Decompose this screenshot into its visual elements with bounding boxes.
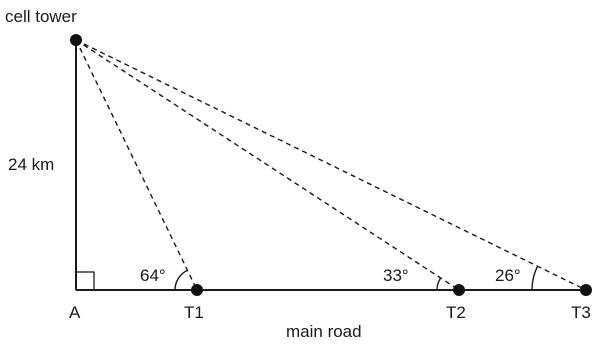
cell-tower-point (70, 34, 82, 46)
point-t3-label: T3 (571, 303, 591, 322)
sight-line-t2 (75, 39, 460, 291)
height-label: 24 km (8, 155, 54, 174)
angle-t1-label: 64° (140, 266, 166, 285)
angle-arc-t2 (436, 277, 442, 291)
point-t2-label: T2 (446, 303, 466, 322)
sight-line-t1 (75, 39, 198, 291)
t1-point (191, 284, 203, 296)
right-angle-marker (75, 271, 95, 291)
sight-line-t3 (75, 39, 587, 291)
point-t1-label: T1 (184, 303, 204, 322)
angle-t3-label: 26° (495, 266, 521, 285)
angle-arc-t3 (531, 265, 539, 291)
t3-point (580, 284, 592, 296)
main-road-label: main road (286, 322, 362, 341)
point-a-label: A (69, 303, 81, 322)
cell-tower-label: cell tower (5, 7, 77, 26)
angle-t2-label: 33° (383, 266, 409, 285)
angle-arc-t1 (174, 269, 188, 291)
t2-point (453, 284, 465, 296)
